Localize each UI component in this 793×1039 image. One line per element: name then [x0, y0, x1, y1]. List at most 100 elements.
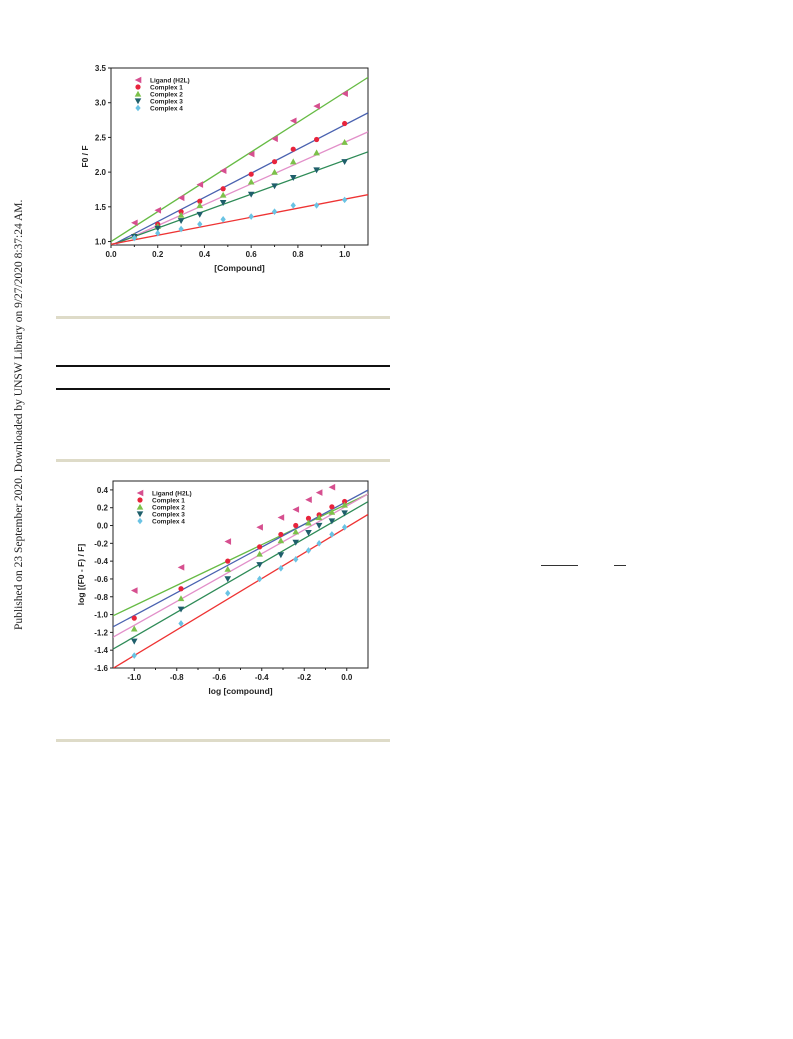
- x-tick-label: -0.8: [170, 673, 184, 682]
- data-point: [154, 225, 162, 232]
- x-tick-label: 0.4: [199, 250, 211, 259]
- x-axis-label: [Compound]: [214, 263, 265, 273]
- data-point: [196, 211, 204, 218]
- fit-line: [113, 493, 368, 617]
- legend-marker: [134, 90, 142, 97]
- y-tick-label: -1.6: [94, 664, 108, 673]
- x-tick-label: 0.0: [341, 673, 353, 682]
- data-point: [220, 186, 226, 192]
- legend-marker: [136, 503, 144, 510]
- data-point: [220, 216, 226, 223]
- y-tick-label: 0.0: [97, 522, 109, 531]
- data-point: [305, 496, 312, 503]
- y-tick-label: 1.0: [95, 238, 107, 247]
- legend-label: Complex 2: [152, 505, 185, 512]
- legend-label: Complex 1: [152, 498, 185, 505]
- data-point: [248, 213, 254, 220]
- data-point: [315, 522, 323, 529]
- data-point: [177, 194, 185, 202]
- data-point: [219, 191, 227, 198]
- legend-marker: [136, 489, 144, 497]
- y-tick-label: -0.8: [94, 593, 108, 602]
- data-point: [305, 515, 312, 522]
- data-point: [197, 220, 203, 228]
- data-point: [289, 158, 297, 165]
- data-point: [329, 504, 335, 510]
- data-point: [131, 234, 138, 242]
- x-axis-label: log [compound]: [208, 686, 272, 696]
- data-point: [342, 120, 348, 127]
- fit-line: [111, 112, 368, 245]
- data-point: [177, 211, 185, 218]
- data-point: [293, 522, 299, 529]
- data-point: [178, 225, 184, 233]
- data-point: [293, 556, 299, 563]
- data-point: [328, 483, 336, 491]
- data-point: [131, 219, 138, 227]
- data-point: [315, 489, 323, 496]
- data-point: [225, 589, 231, 597]
- data-point: [290, 202, 296, 209]
- data-point: [289, 175, 297, 181]
- data-point: [257, 544, 263, 550]
- legend-marker: [136, 511, 144, 518]
- data-point: [247, 191, 255, 198]
- data-point: [219, 167, 227, 175]
- legend-label: Complex 1: [150, 85, 183, 92]
- data-point: [225, 558, 231, 564]
- fit-line: [113, 493, 368, 638]
- fit-line: [111, 151, 368, 245]
- fit-line: [113, 501, 368, 650]
- data-point: [178, 209, 184, 215]
- data-point: [289, 117, 297, 125]
- data-point: [130, 625, 138, 632]
- y-tick-label: -1.2: [94, 628, 108, 637]
- section-rule: [56, 739, 390, 742]
- data-point: [224, 576, 232, 583]
- data-point: [328, 518, 336, 525]
- x-tick-label: -1.0: [127, 673, 141, 682]
- y-tick-label: 0.2: [97, 504, 109, 513]
- fraction-bar: [541, 565, 578, 566]
- section-rule: [56, 316, 390, 319]
- data-point: [313, 102, 320, 110]
- data-point: [271, 168, 278, 175]
- data-point: [154, 206, 162, 214]
- data-point: [177, 218, 185, 225]
- data-point: [271, 159, 278, 165]
- data-point: [292, 539, 300, 546]
- data-point: [247, 150, 255, 158]
- data-point: [328, 508, 336, 515]
- data-point: [256, 562, 263, 569]
- data-point: [177, 606, 185, 613]
- data-point: [305, 547, 312, 554]
- x-tick-label: 0.0: [105, 250, 117, 259]
- data-point: [313, 202, 320, 209]
- data-point: [277, 552, 285, 559]
- data-point: [131, 615, 137, 621]
- data-point: [197, 198, 203, 204]
- fit-line: [112, 131, 368, 245]
- x-tick-label: -0.6: [212, 673, 226, 682]
- y-tick-label: -1.4: [94, 646, 108, 655]
- data-point: [292, 506, 300, 513]
- data-point: [131, 652, 137, 659]
- fit-line: [111, 76, 368, 243]
- data-point: [178, 586, 184, 592]
- data-point: [196, 181, 204, 188]
- fraction-bar: [614, 565, 626, 566]
- data-point: [196, 202, 204, 209]
- data-point: [271, 183, 278, 190]
- fit-line: [113, 489, 368, 628]
- data-point: [177, 595, 185, 602]
- x-tick-label: -0.2: [297, 673, 311, 682]
- y-tick-label: 3.5: [95, 64, 107, 73]
- legend-label: Ligand (H2L): [152, 491, 192, 498]
- data-point: [290, 146, 296, 152]
- data-point: [341, 524, 348, 531]
- x-tick-label: 0.2: [152, 250, 164, 259]
- table-bottom-rule: [56, 388, 390, 390]
- data-point: [278, 564, 284, 572]
